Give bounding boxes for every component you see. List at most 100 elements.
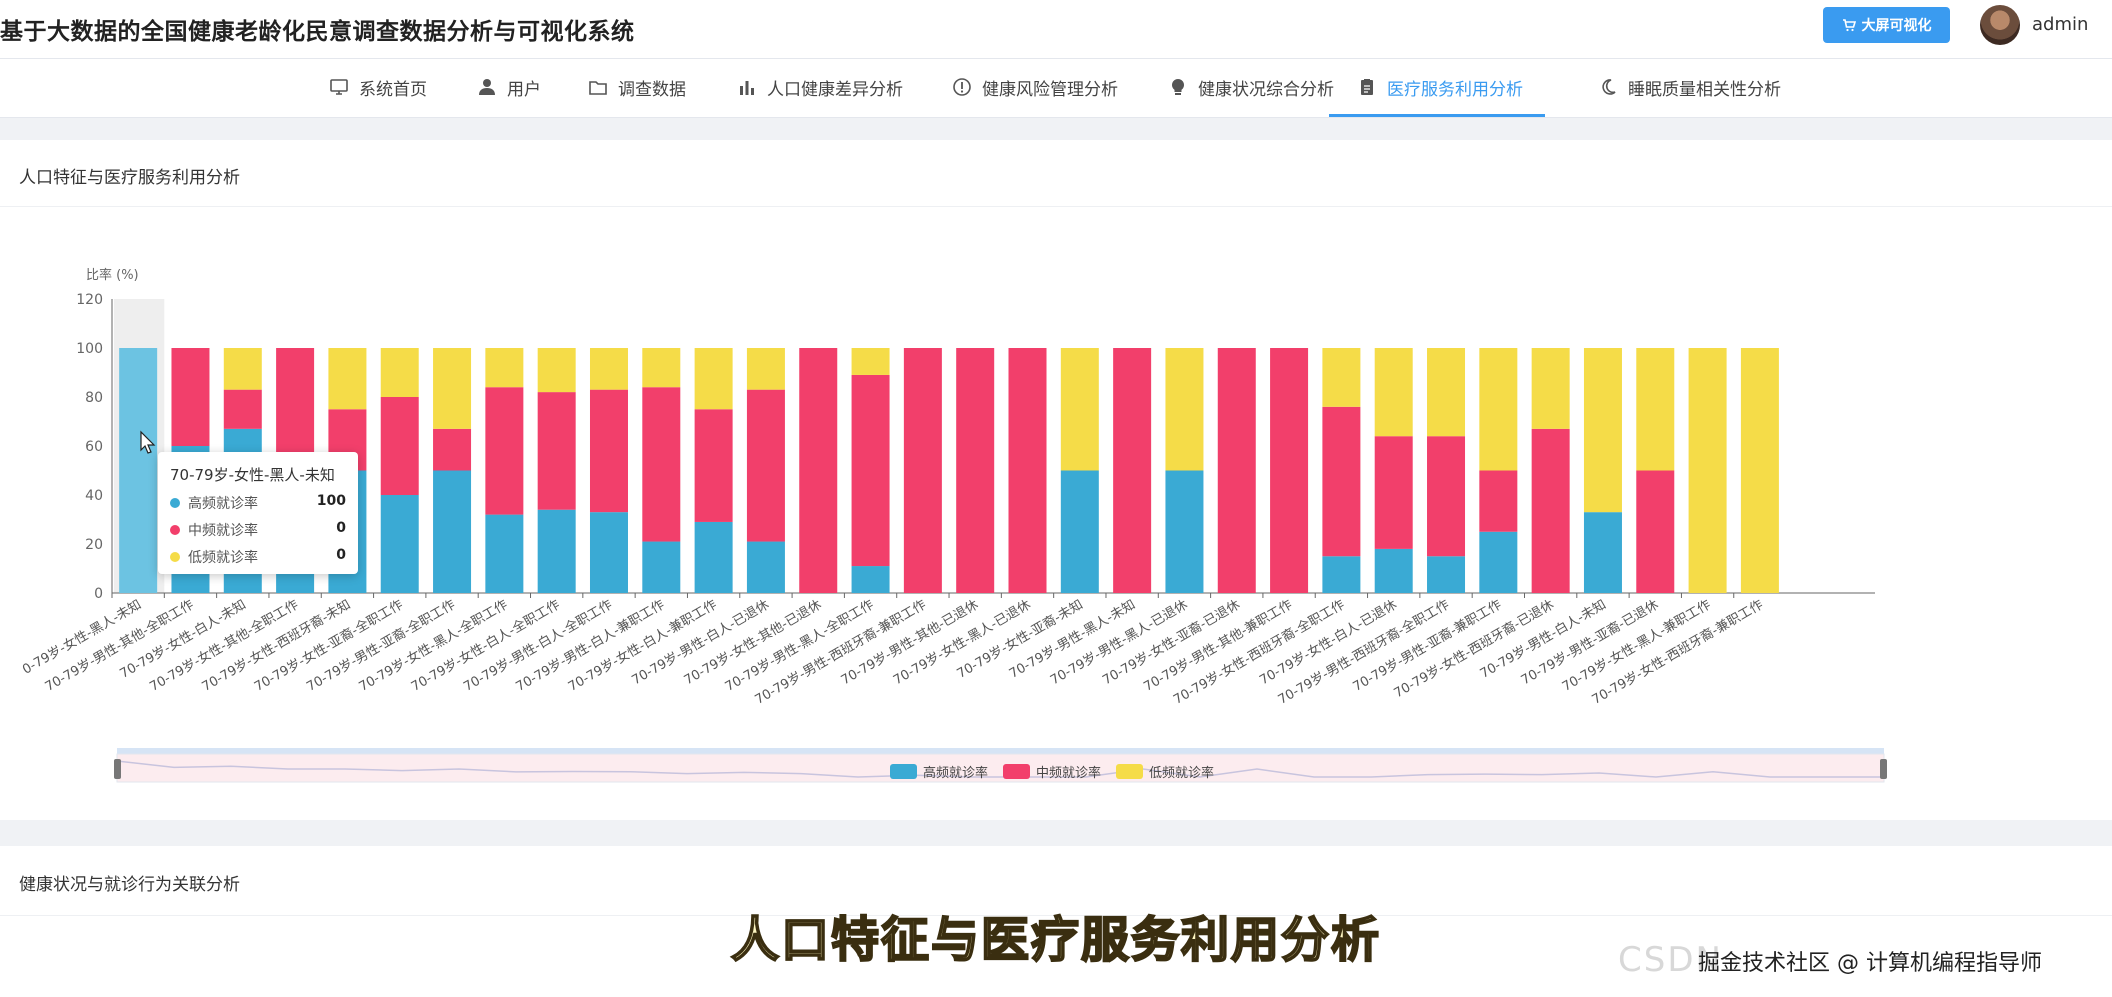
user-icon (479, 79, 495, 95)
bar-segment (1636, 470, 1675, 593)
tab-label: 睡眠质量相关性分析 (1628, 79, 1781, 100)
tab-home[interactable]: 系统首页 (329, 59, 427, 115)
bar-segment (746, 389, 785, 542)
info-circle-icon (953, 78, 971, 96)
bar-segment (1374, 348, 1413, 437)
tooltip-title: 70-79岁-女性-黑人-未知 (170, 466, 335, 484)
bar-segment (799, 348, 838, 593)
tab-medical-service[interactable]: 医疗服务利用分析 (1329, 59, 1545, 117)
bar-segment (1531, 348, 1570, 429)
tab-users[interactable]: 用户 (477, 59, 541, 115)
tooltip-row: 高频就诊率 100 (170, 492, 346, 514)
y-tick-label: 60 (85, 439, 103, 455)
bar-segment (1165, 348, 1204, 471)
bar-segment (1427, 348, 1466, 437)
tooltip-row: 中频就诊率 0 (170, 519, 346, 541)
stacked-bar-chart[interactable]: 比率 (%)0204060801001200-79岁-女性-黑人-未知70-79… (0, 0, 2112, 820)
bar-segment (1008, 348, 1047, 593)
bar-segment (537, 348, 576, 393)
y-tick-label: 80 (85, 390, 103, 406)
tooltip-value: 0 (336, 520, 346, 536)
app-header: 基于大数据的全国健康老龄化民意调查数据分析与可视化系统 大屏可视化 admin (0, 0, 2112, 59)
top-nav: 系统首页 用户 调查数据 人口健康差异分析 健康风险管理分析 健康状况综合分析 (0, 59, 2112, 118)
bar-segment (1531, 428, 1570, 593)
zoom-track (116, 753, 1885, 783)
zoom-top-bar (117, 748, 1884, 754)
bar-segment (746, 541, 785, 593)
bar-segment (1113, 348, 1152, 593)
bar-segment (380, 348, 419, 397)
bar-segment (1374, 436, 1413, 549)
bar-segment (851, 374, 890, 567)
y-tick-label: 0 (94, 586, 103, 602)
username[interactable]: admin (2032, 14, 2089, 35)
clipboard-icon (1361, 79, 1373, 95)
y-tick-label: 100 (76, 341, 103, 357)
tooltip-row: 低频就诊率 0 (170, 546, 346, 568)
y-tick-label: 40 (85, 488, 103, 504)
card-divider (0, 206, 2112, 207)
card-title: 人口特征与医疗服务利用分析 (19, 168, 240, 188)
bar-segment (1165, 470, 1204, 593)
tab-survey-data[interactable]: 调查数据 (588, 59, 686, 115)
legend-label: 高频就诊率 (923, 765, 988, 781)
series-dot (170, 525, 180, 535)
bar-segment (694, 409, 733, 522)
tooltip-label: 高频就诊率 (188, 496, 258, 512)
bar-chart-icon (740, 81, 754, 95)
bar-segment (1217, 348, 1256, 593)
legend-swatch (1116, 764, 1143, 779)
avatar[interactable] (1980, 5, 2020, 45)
bar-segment (1479, 470, 1518, 532)
legend-swatch (890, 764, 917, 779)
legend-swatch (1003, 764, 1030, 779)
bar-segment (537, 392, 576, 510)
legend-label: 中频就诊率 (1036, 765, 1101, 781)
tab-population-health[interactable]: 人口健康差异分析 (737, 59, 903, 115)
bar-segment (537, 509, 576, 593)
bulb-icon (1171, 78, 1185, 95)
bar-segment (642, 541, 681, 593)
tab-label: 医疗服务利用分析 (1387, 79, 1523, 100)
bar-segment (1374, 548, 1413, 593)
bar-segment (694, 348, 733, 410)
app-title: 基于大数据的全国健康老龄化民意调查数据分析与可视化系统 (0, 19, 635, 45)
tab-label: 调查数据 (618, 79, 686, 100)
bar-segment (1427, 436, 1466, 557)
tooltip-label: 中频就诊率 (188, 523, 258, 539)
series-dot (170, 498, 180, 508)
bar-segment (1060, 470, 1099, 593)
tab-health-risk[interactable]: 健康风险管理分析 (952, 59, 1118, 115)
tab-label: 健康状况综合分析 (1198, 79, 1334, 100)
tab-health-status[interactable]: 健康状况综合分析 (1168, 59, 1334, 115)
bar-segment (1740, 348, 1779, 593)
tab-sleep-quality[interactable]: 睡眠质量相关性分析 (1598, 59, 1781, 115)
bar-segment (1322, 348, 1361, 407)
y-tick-label: 120 (76, 292, 103, 308)
y-axis-label: 比率 (%) (86, 267, 139, 283)
bar-segment (433, 348, 472, 429)
bar-segment (485, 514, 524, 593)
bar-segment (1479, 531, 1518, 593)
bar-segment (1322, 556, 1361, 593)
bar-segment (328, 348, 367, 410)
bar-segment (380, 495, 419, 593)
bar-segment (851, 348, 890, 375)
moon-icon (1602, 79, 1616, 95)
bar-segment (694, 521, 733, 593)
bar-segment (223, 389, 262, 429)
bar-segment (642, 387, 681, 542)
bar-segment (485, 387, 524, 515)
csdn-watermark: CSDN (1618, 940, 1723, 980)
y-tick-label: 20 (85, 537, 103, 553)
card-divider (0, 915, 2112, 916)
folder-icon (589, 81, 607, 95)
big-screen-button[interactable]: 大屏可视化 (1823, 7, 1950, 43)
zoom-shadow-line (116, 760, 1884, 778)
bar-segment (589, 389, 628, 513)
pointer-cursor-icon (140, 430, 156, 454)
bar-segment (956, 348, 995, 593)
bar-segment (851, 566, 890, 593)
bar-segment (119, 348, 158, 593)
tooltip-value: 100 (316, 493, 346, 509)
